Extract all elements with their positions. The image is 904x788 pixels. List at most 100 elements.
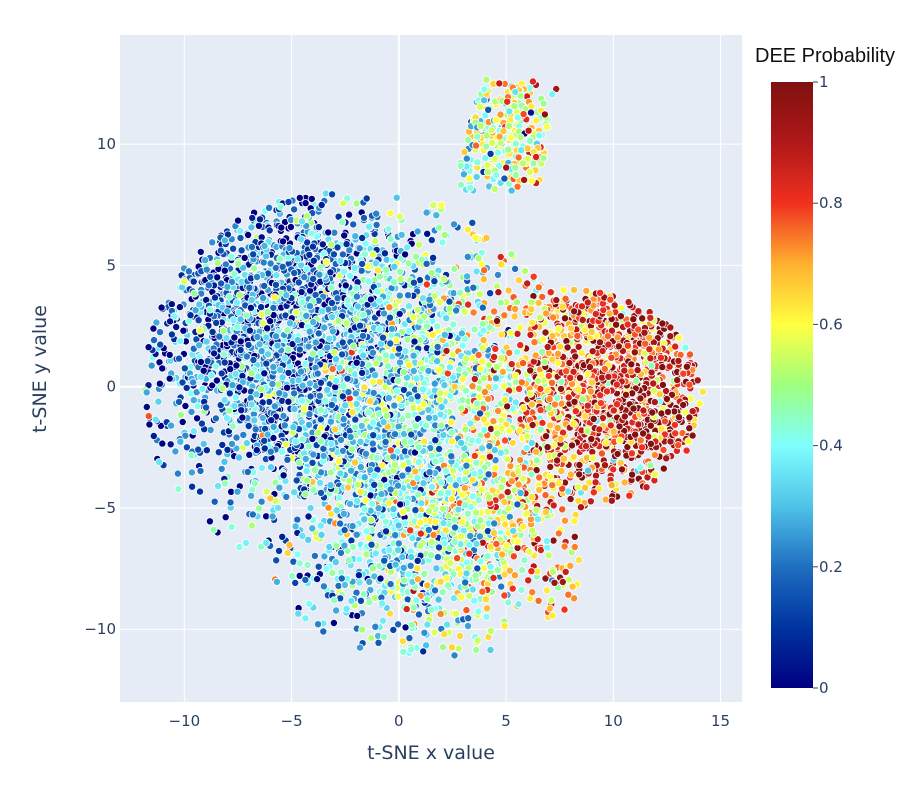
scatter-point — [196, 466, 205, 475]
scatter-point — [497, 354, 506, 363]
scatter-point — [188, 482, 197, 491]
scatter-point — [208, 381, 217, 390]
scatter-point — [298, 396, 307, 405]
scatter-point — [380, 249, 389, 258]
scatter-point — [405, 361, 414, 370]
scatter-point — [479, 326, 488, 335]
scatter-point — [218, 384, 227, 393]
scatter-point — [255, 340, 264, 349]
scatter-point — [275, 389, 284, 398]
scatter-point — [155, 458, 164, 467]
scatter-point — [297, 367, 306, 376]
scatter-point — [559, 285, 568, 294]
scatter-point — [469, 283, 478, 292]
scatter-point — [404, 259, 413, 268]
scatter-point — [223, 445, 232, 454]
scatter-point — [308, 458, 317, 467]
scatter-point — [291, 522, 300, 531]
scatter-point — [411, 422, 420, 431]
scatter-point — [369, 418, 378, 427]
scatter-point — [512, 298, 521, 307]
scatter-point — [253, 332, 262, 341]
scatter-point — [215, 332, 224, 341]
scatter-point — [432, 211, 441, 220]
scatter-point — [478, 444, 487, 453]
scatter-point — [206, 272, 215, 281]
scatter-point — [176, 410, 185, 419]
scatter-point — [381, 351, 390, 360]
scatter-point — [210, 293, 219, 302]
scatter-point — [366, 397, 375, 406]
scatter-point — [336, 256, 345, 265]
scatter-point — [229, 315, 238, 324]
scatter-point — [416, 317, 425, 326]
scatter-point — [623, 320, 632, 329]
scatter-point — [236, 233, 245, 242]
scatter-point — [570, 532, 579, 541]
scatter-point — [397, 230, 406, 239]
scatter-point — [228, 422, 237, 431]
scatter-point — [194, 316, 203, 325]
scatter-point — [342, 240, 351, 249]
scatter-point — [217, 464, 226, 473]
scatter-point — [409, 351, 418, 360]
scatter-point — [283, 455, 292, 464]
scatter-point — [218, 440, 227, 449]
scatter-point — [271, 280, 280, 289]
scatter-point — [173, 469, 182, 478]
scatter-point — [313, 620, 322, 629]
scatter-point — [480, 266, 489, 275]
scatter-point — [491, 344, 500, 353]
scatter-point — [303, 212, 312, 221]
scatter-point — [329, 619, 338, 628]
scatter-point — [180, 364, 189, 373]
scatter-point — [386, 339, 395, 348]
scatter-point — [199, 366, 208, 375]
scatter-point — [273, 341, 282, 350]
scatter-point — [308, 349, 317, 358]
scatter-point — [277, 223, 286, 232]
scatter-point — [252, 272, 261, 281]
scatter-point — [492, 362, 501, 371]
scatter-point — [233, 216, 242, 225]
scatter-point — [272, 332, 281, 341]
scatter-point — [452, 306, 461, 315]
scatter-point — [566, 494, 575, 503]
scatter-point — [145, 420, 154, 429]
scatter-point — [534, 298, 543, 307]
scatter-point — [236, 226, 245, 235]
scatter-point — [301, 359, 310, 368]
scatter-point — [430, 277, 439, 286]
scatter-point — [392, 193, 401, 202]
scatter-point — [362, 194, 371, 203]
scatter-point — [394, 376, 403, 385]
scatter-point — [324, 228, 333, 237]
scatter-point — [221, 513, 230, 522]
scatter-point — [178, 378, 187, 387]
scatter-point — [529, 272, 538, 281]
scatter-point — [196, 247, 205, 256]
scatter-point — [410, 337, 419, 346]
scatter-point — [570, 285, 579, 294]
scatter-point — [456, 288, 465, 297]
scatter-point — [399, 368, 408, 377]
scatter-point — [236, 315, 245, 324]
scatter-point — [542, 432, 551, 441]
scatter-point — [384, 394, 393, 403]
scatter-point — [480, 374, 489, 383]
scatter-point — [217, 369, 226, 378]
scatter-point — [366, 295, 375, 304]
scatter-point — [220, 457, 229, 466]
scatter-point — [275, 483, 284, 492]
scatter-point — [511, 264, 520, 273]
scatter-point — [212, 376, 221, 385]
scatter-point — [351, 389, 360, 398]
scatter-point — [214, 448, 223, 457]
scatter-point — [276, 202, 285, 211]
scatter-point — [301, 199, 310, 208]
scatter-point — [439, 275, 448, 284]
scatter-point — [308, 242, 317, 251]
scatter-point — [247, 242, 256, 251]
scatter-point — [234, 308, 243, 317]
scatter-point — [491, 383, 500, 392]
